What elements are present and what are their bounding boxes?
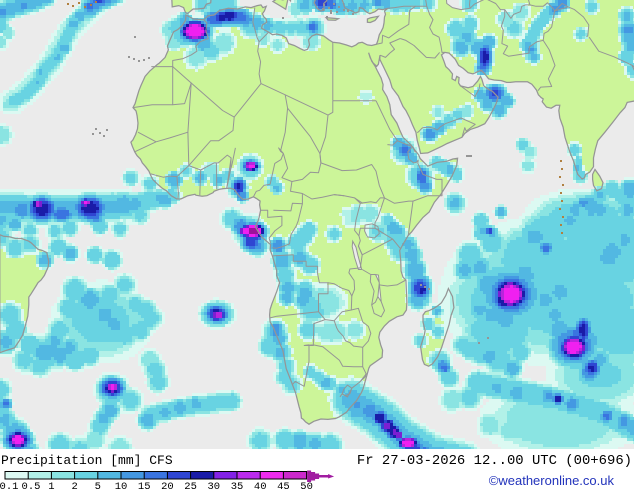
- svg-text:2: 2: [71, 481, 77, 490]
- svg-text:45: 45: [277, 481, 290, 490]
- svg-text:0.1: 0.1: [0, 481, 18, 490]
- svg-text:0.5: 0.5: [22, 481, 41, 490]
- svg-text:©weatheronline.co.uk: ©weatheronline.co.uk: [489, 473, 615, 488]
- svg-text:30: 30: [207, 481, 220, 490]
- svg-text:35: 35: [231, 481, 244, 490]
- svg-text:50: 50: [300, 481, 313, 490]
- svg-text:5: 5: [95, 481, 101, 490]
- svg-text:Fr 27-03-2026 12..00 UTC (00+6: Fr 27-03-2026 12..00 UTC (00+696): [357, 453, 632, 469]
- svg-text:15: 15: [138, 481, 151, 490]
- svg-text:40: 40: [254, 481, 267, 490]
- svg-text:Precipitation [mm] CFS: Precipitation [mm] CFS: [1, 453, 173, 468]
- svg-text:10: 10: [115, 481, 128, 490]
- svg-text:25: 25: [184, 481, 197, 490]
- svg-text:20: 20: [161, 481, 174, 490]
- svg-text:1: 1: [48, 481, 54, 490]
